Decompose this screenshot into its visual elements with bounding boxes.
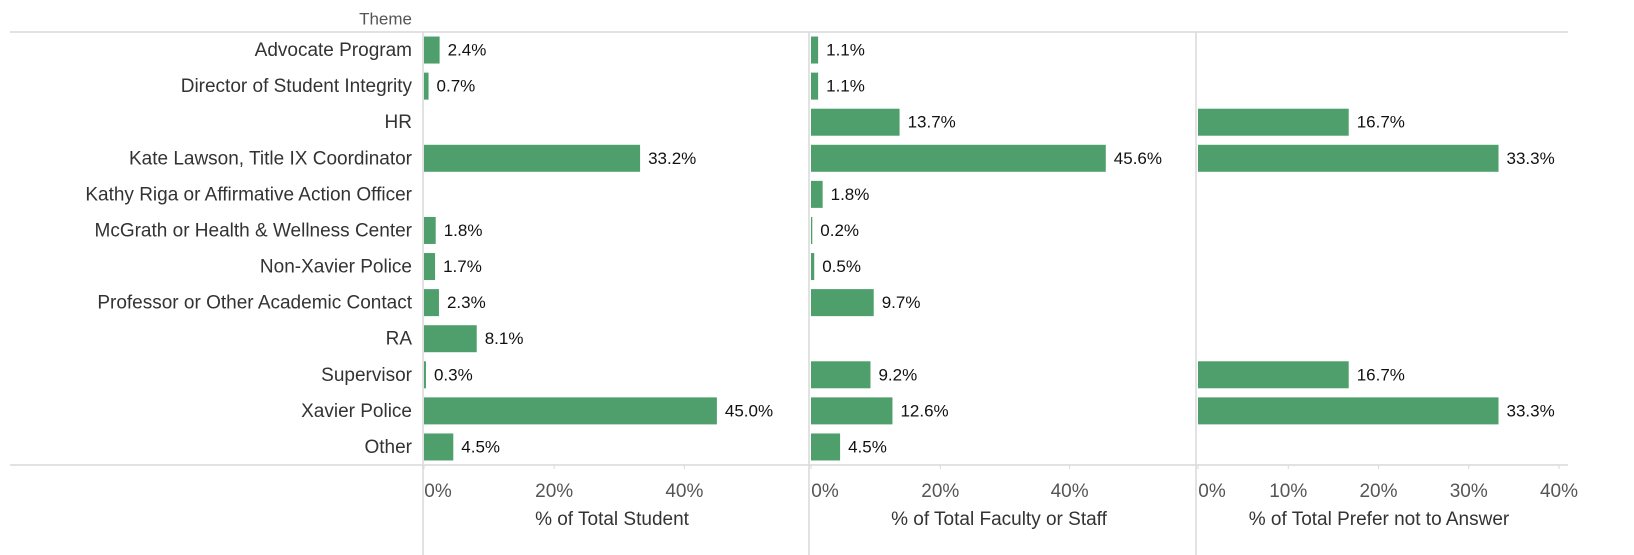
value-label: 33.3%	[1507, 149, 1555, 168]
value-label: 13.7%	[908, 113, 956, 132]
value-label: 2.4%	[448, 41, 487, 60]
bar	[424, 72, 429, 100]
category-label: Xavier Police	[301, 401, 412, 422]
bar	[424, 397, 717, 425]
bar	[424, 36, 440, 64]
x-tick-label: 0%	[424, 481, 452, 502]
bar	[811, 180, 823, 208]
category-label: Non-Xavier Police	[260, 257, 412, 278]
bar	[424, 144, 641, 172]
value-label: 2.3%	[447, 293, 486, 312]
value-label: 12.6%	[900, 401, 948, 420]
value-label: 9.7%	[882, 293, 921, 312]
bar	[811, 397, 893, 425]
x-tick-label: 40%	[1051, 481, 1089, 502]
category-label: Supervisor	[321, 365, 412, 386]
value-label: 1.1%	[826, 77, 865, 96]
value-label: 4.5%	[848, 437, 887, 456]
category-label: Advocate Program	[255, 40, 412, 61]
category-label: Professor or Other Academic Contact	[97, 293, 412, 314]
bar	[811, 72, 819, 100]
bar	[424, 433, 454, 461]
value-label: 0.2%	[820, 221, 859, 240]
x-tick-label: 20%	[535, 481, 573, 502]
x-tick-label: 0%	[811, 481, 839, 502]
bar	[1198, 397, 1499, 425]
axis-title: % of Total Student	[535, 509, 690, 530]
bar	[811, 216, 813, 244]
axis-title: % of Total Faculty or Staff	[891, 509, 1108, 530]
value-label: 45.0%	[725, 401, 773, 420]
x-tick-label: 20%	[921, 481, 959, 502]
bar	[424, 253, 436, 281]
value-label: 4.5%	[461, 437, 500, 456]
x-tick-label: 20%	[1359, 481, 1397, 502]
value-label: 33.3%	[1507, 401, 1555, 420]
axis-title: % of Total Prefer not to Answer	[1249, 509, 1510, 530]
value-label: 16.7%	[1357, 113, 1405, 132]
value-label: 0.7%	[437, 77, 476, 96]
bar	[1198, 144, 1499, 172]
x-tick-label: 30%	[1450, 481, 1488, 502]
x-tick-label: 40%	[665, 481, 703, 502]
bar	[811, 144, 1106, 172]
category-label: RA	[386, 329, 413, 350]
bar	[811, 361, 871, 389]
value-label: 8.1%	[485, 329, 524, 348]
bar	[811, 433, 841, 461]
category-label: McGrath or Health & Wellness Center	[95, 220, 413, 241]
category-label: Other	[364, 437, 412, 458]
value-label: 1.7%	[443, 257, 482, 276]
value-label: 0.5%	[822, 257, 861, 276]
value-label: 1.8%	[831, 185, 870, 204]
value-label: 1.8%	[444, 221, 483, 240]
category-label: Kate Lawson, Title IX Coordinator	[129, 148, 413, 169]
x-tick-label: 40%	[1540, 481, 1578, 502]
bar	[1198, 108, 1349, 136]
value-label: 9.2%	[878, 365, 917, 384]
header-label: Theme	[359, 9, 412, 28]
category-label: HR	[385, 112, 412, 133]
bar	[424, 216, 436, 244]
bar	[811, 36, 819, 64]
category-label: Kathy Riga or Affirmative Action Officer	[85, 184, 412, 205]
value-label: 16.7%	[1357, 365, 1405, 384]
bar	[424, 361, 426, 389]
x-tick-label: 0%	[1198, 481, 1226, 502]
value-label: 0.3%	[434, 365, 473, 384]
value-label: 45.6%	[1114, 149, 1162, 168]
bar	[811, 289, 874, 317]
category-label: Director of Student Integrity	[181, 76, 413, 97]
bar	[424, 325, 477, 353]
bar	[811, 108, 900, 136]
bar	[424, 289, 439, 317]
value-label: 33.2%	[648, 149, 696, 168]
bar	[1198, 361, 1349, 389]
bar	[811, 253, 815, 281]
x-tick-label: 10%	[1269, 481, 1307, 502]
value-label: 1.1%	[826, 41, 865, 60]
